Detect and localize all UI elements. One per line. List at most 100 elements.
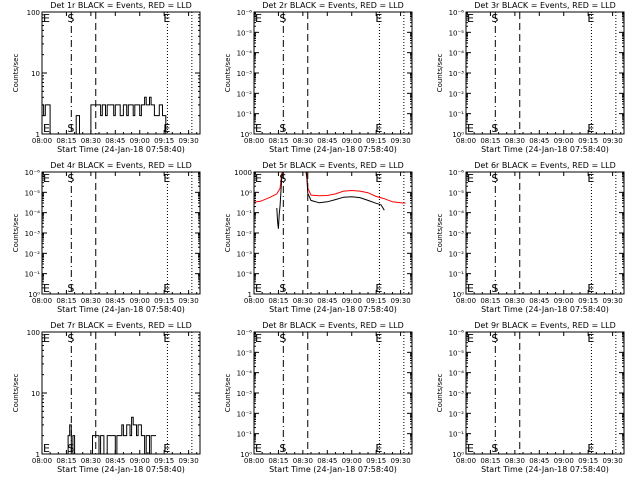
y-tick-label: 10⁰ bbox=[240, 189, 252, 197]
y-tick-label: 10⁻⁴ bbox=[25, 210, 41, 218]
plot-frame bbox=[253, 11, 413, 135]
x-tick-label: 09:15 bbox=[578, 297, 598, 305]
x-axis-label: Start Time (24-Jan-18 07:58:40) bbox=[481, 145, 609, 154]
y-tick-label: 10⁻² bbox=[237, 410, 253, 418]
x-tick-label: 08:15 bbox=[56, 297, 76, 305]
chart-panel-3: Det 3r BLACK = Events, RED = LLD 08:00 08:… bbox=[436, 1, 625, 154]
y-tick-label: 10⁰ bbox=[240, 131, 252, 139]
x-tick-label: 09:00 bbox=[554, 457, 574, 465]
end-marker-left: E bbox=[255, 332, 262, 345]
x-tick-label: 09:30 bbox=[603, 297, 623, 305]
x-tick-label: 08:45 bbox=[317, 297, 337, 305]
end-marker-top: E bbox=[587, 12, 594, 25]
y-tick-label: 10⁻⁶ bbox=[25, 169, 41, 177]
y-tick-label: 10⁻⁴ bbox=[449, 370, 465, 378]
start-marker-bottom: S bbox=[491, 122, 498, 135]
y-tick-label: 10 bbox=[31, 70, 40, 78]
x-axis-label: Start Time (24-Jan-18 07:58:40) bbox=[269, 145, 397, 154]
start-marker-bottom: S bbox=[279, 122, 286, 135]
chart-title: Det 7r BLACK = Events, RED = LLD bbox=[50, 321, 192, 330]
x-tick-label: 08:45 bbox=[105, 457, 125, 465]
chart-title: Det 8r BLACK = Events, RED = LLD bbox=[262, 321, 404, 330]
y-tick-label: 10⁻² bbox=[25, 250, 41, 258]
y-tick-label: 10⁻¹ bbox=[449, 431, 465, 439]
chart-panel-4: Det 4r BLACK = Events, RED = LLD 08:00 08:… bbox=[12, 161, 201, 314]
x-tick-label: 08:15 bbox=[480, 457, 500, 465]
x-tick-label: 08:00 bbox=[456, 137, 476, 145]
x-tick-label: 09:00 bbox=[342, 297, 362, 305]
start-marker-top: S bbox=[67, 12, 74, 25]
chart-panel-8: Det 8r BLACK = Events, RED = LLD 08:00 08:… bbox=[224, 321, 413, 474]
x-tick-label: 08:30 bbox=[81, 457, 101, 465]
y-axis-label: Counts/sec bbox=[12, 214, 20, 253]
y-tick-label: 10⁻⁴ bbox=[449, 210, 465, 218]
x-tick-label: 08:45 bbox=[105, 297, 125, 305]
x-tick-label: 08:30 bbox=[81, 137, 101, 145]
x-tick-label: 08:00 bbox=[32, 457, 52, 465]
plot-frame bbox=[465, 11, 625, 135]
x-tick-label: 09:15 bbox=[578, 457, 598, 465]
x-tick-label: 08:00 bbox=[456, 297, 476, 305]
y-tick-label: 10⁻⁶ bbox=[449, 9, 465, 17]
y-tick-label: 10⁻¹ bbox=[25, 271, 41, 279]
series-line-1 bbox=[254, 172, 406, 204]
end-marker-bottom: E bbox=[163, 442, 170, 455]
start-marker-bottom: S bbox=[279, 442, 286, 455]
plot-frame bbox=[465, 171, 625, 295]
chart-title: Det 4r BLACK = Events, RED = LLD bbox=[50, 161, 192, 170]
y-tick-label: 10⁻¹ bbox=[449, 111, 465, 119]
x-axis-label: Start Time (24-Jan-18 07:58:40) bbox=[269, 305, 397, 314]
x-tick-label: 08:00 bbox=[32, 297, 52, 305]
y-tick-label: 10⁻⁵ bbox=[449, 189, 465, 197]
end-marker-top: E bbox=[163, 172, 170, 185]
x-tick-label: 08:30 bbox=[505, 137, 525, 145]
y-tick-label: 10⁻⁶ bbox=[449, 329, 465, 337]
chart-title: Det 5r BLACK = Events, RED = LLD bbox=[262, 161, 404, 170]
y-tick-label: 10⁻⁵ bbox=[449, 349, 465, 357]
end-marker-left: E bbox=[255, 172, 262, 185]
y-tick-label: 1 bbox=[36, 451, 40, 459]
x-tick-label: 09:15 bbox=[154, 457, 174, 465]
y-tick-label: 10⁻⁴ bbox=[237, 370, 253, 378]
chart-panel-1: Det 1r BLACK = Events, RED = LLD 08:00 08:… bbox=[12, 1, 201, 154]
end-marker-bottom: E bbox=[587, 282, 594, 295]
series-line-1 bbox=[66, 416, 156, 454]
x-tick-label: 09:15 bbox=[578, 137, 598, 145]
x-tick-label: 09:00 bbox=[342, 457, 362, 465]
end-marker-bottom: E bbox=[163, 122, 170, 135]
end-marker-bottom: E bbox=[587, 122, 594, 135]
y-tick-label: 10⁰ bbox=[452, 451, 464, 459]
x-tick-label: 09:30 bbox=[179, 137, 199, 145]
end-marker-bottom: E bbox=[587, 442, 594, 455]
x-tick-label: 09:15 bbox=[154, 297, 174, 305]
end-marker-bottom: E bbox=[375, 122, 382, 135]
x-tick-label: 08:45 bbox=[529, 297, 549, 305]
end-marker-left: E bbox=[43, 332, 50, 345]
chart-title: Det 1r BLACK = Events, RED = LLD bbox=[50, 1, 192, 10]
y-tick-label: 10⁻³ bbox=[237, 70, 253, 78]
start-marker-top: S bbox=[491, 332, 498, 345]
y-tick-label: 10⁻¹ bbox=[237, 111, 253, 119]
start-marker-bottom: S bbox=[491, 282, 498, 295]
x-tick-label: 09:30 bbox=[391, 297, 411, 305]
end-marker-top: E bbox=[375, 12, 382, 25]
y-tick-label: 10⁻³ bbox=[449, 230, 465, 238]
x-axis-label: Start Time (24-Jan-18 07:58:40) bbox=[57, 145, 185, 154]
y-axis-label: Counts/sec bbox=[224, 374, 232, 413]
x-tick-label: 08:00 bbox=[244, 457, 264, 465]
x-axis-label: Start Time (24-Jan-18 07:58:40) bbox=[269, 465, 397, 474]
x-tick-label: 09:00 bbox=[130, 297, 150, 305]
series-group bbox=[42, 96, 167, 134]
y-axis-label: Counts/sec bbox=[436, 374, 444, 413]
x-tick-label: 09:30 bbox=[391, 137, 411, 145]
y-axis-label: Counts/sec bbox=[12, 374, 20, 413]
y-tick-label: 10⁻⁵ bbox=[237, 29, 253, 37]
y-tick-label: 10 bbox=[31, 390, 40, 398]
series-line-1 bbox=[42, 96, 167, 134]
y-tick-label: 10⁻³ bbox=[449, 390, 465, 398]
x-tick-label: 08:15 bbox=[56, 457, 76, 465]
x-tick-label: 08:00 bbox=[244, 137, 264, 145]
end-marker-top: E bbox=[375, 332, 382, 345]
x-tick-label: 09:00 bbox=[554, 137, 574, 145]
y-tick-label: 10⁻⁶ bbox=[237, 329, 253, 337]
